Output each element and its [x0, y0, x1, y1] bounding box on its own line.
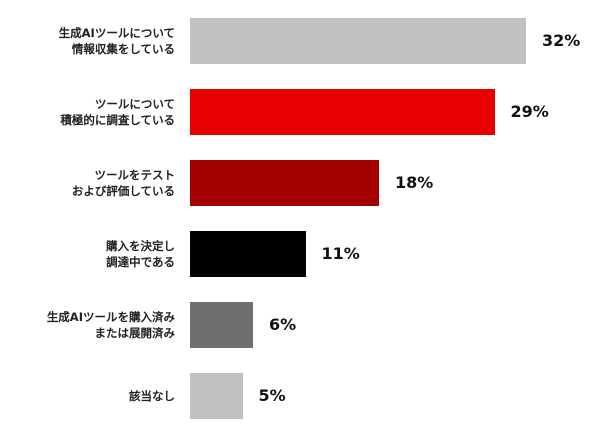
bar	[190, 373, 243, 419]
data-label: 11%	[321, 244, 360, 263]
category-label: ツールをテスト および評価している	[71, 168, 175, 198]
bar	[190, 89, 495, 135]
category-label: 生成AIツールについて 情報収集をしている	[58, 26, 175, 56]
bar	[190, 302, 253, 348]
category-label: 生成AIツールを購入済み または展開済み	[46, 310, 175, 340]
category-label: ツールについて 積極的に調査している	[60, 97, 175, 127]
bar	[190, 18, 526, 64]
category-label: 該当なし	[129, 389, 175, 403]
bar	[190, 231, 306, 277]
data-label: 5%	[258, 386, 286, 405]
data-label: 18%	[395, 173, 434, 192]
category-label: 購入を決定し 調達中である	[106, 239, 175, 269]
bar	[190, 160, 379, 206]
data-label: 32%	[542, 31, 581, 50]
data-label: 6%	[269, 315, 297, 334]
data-label: 29%	[510, 102, 549, 121]
